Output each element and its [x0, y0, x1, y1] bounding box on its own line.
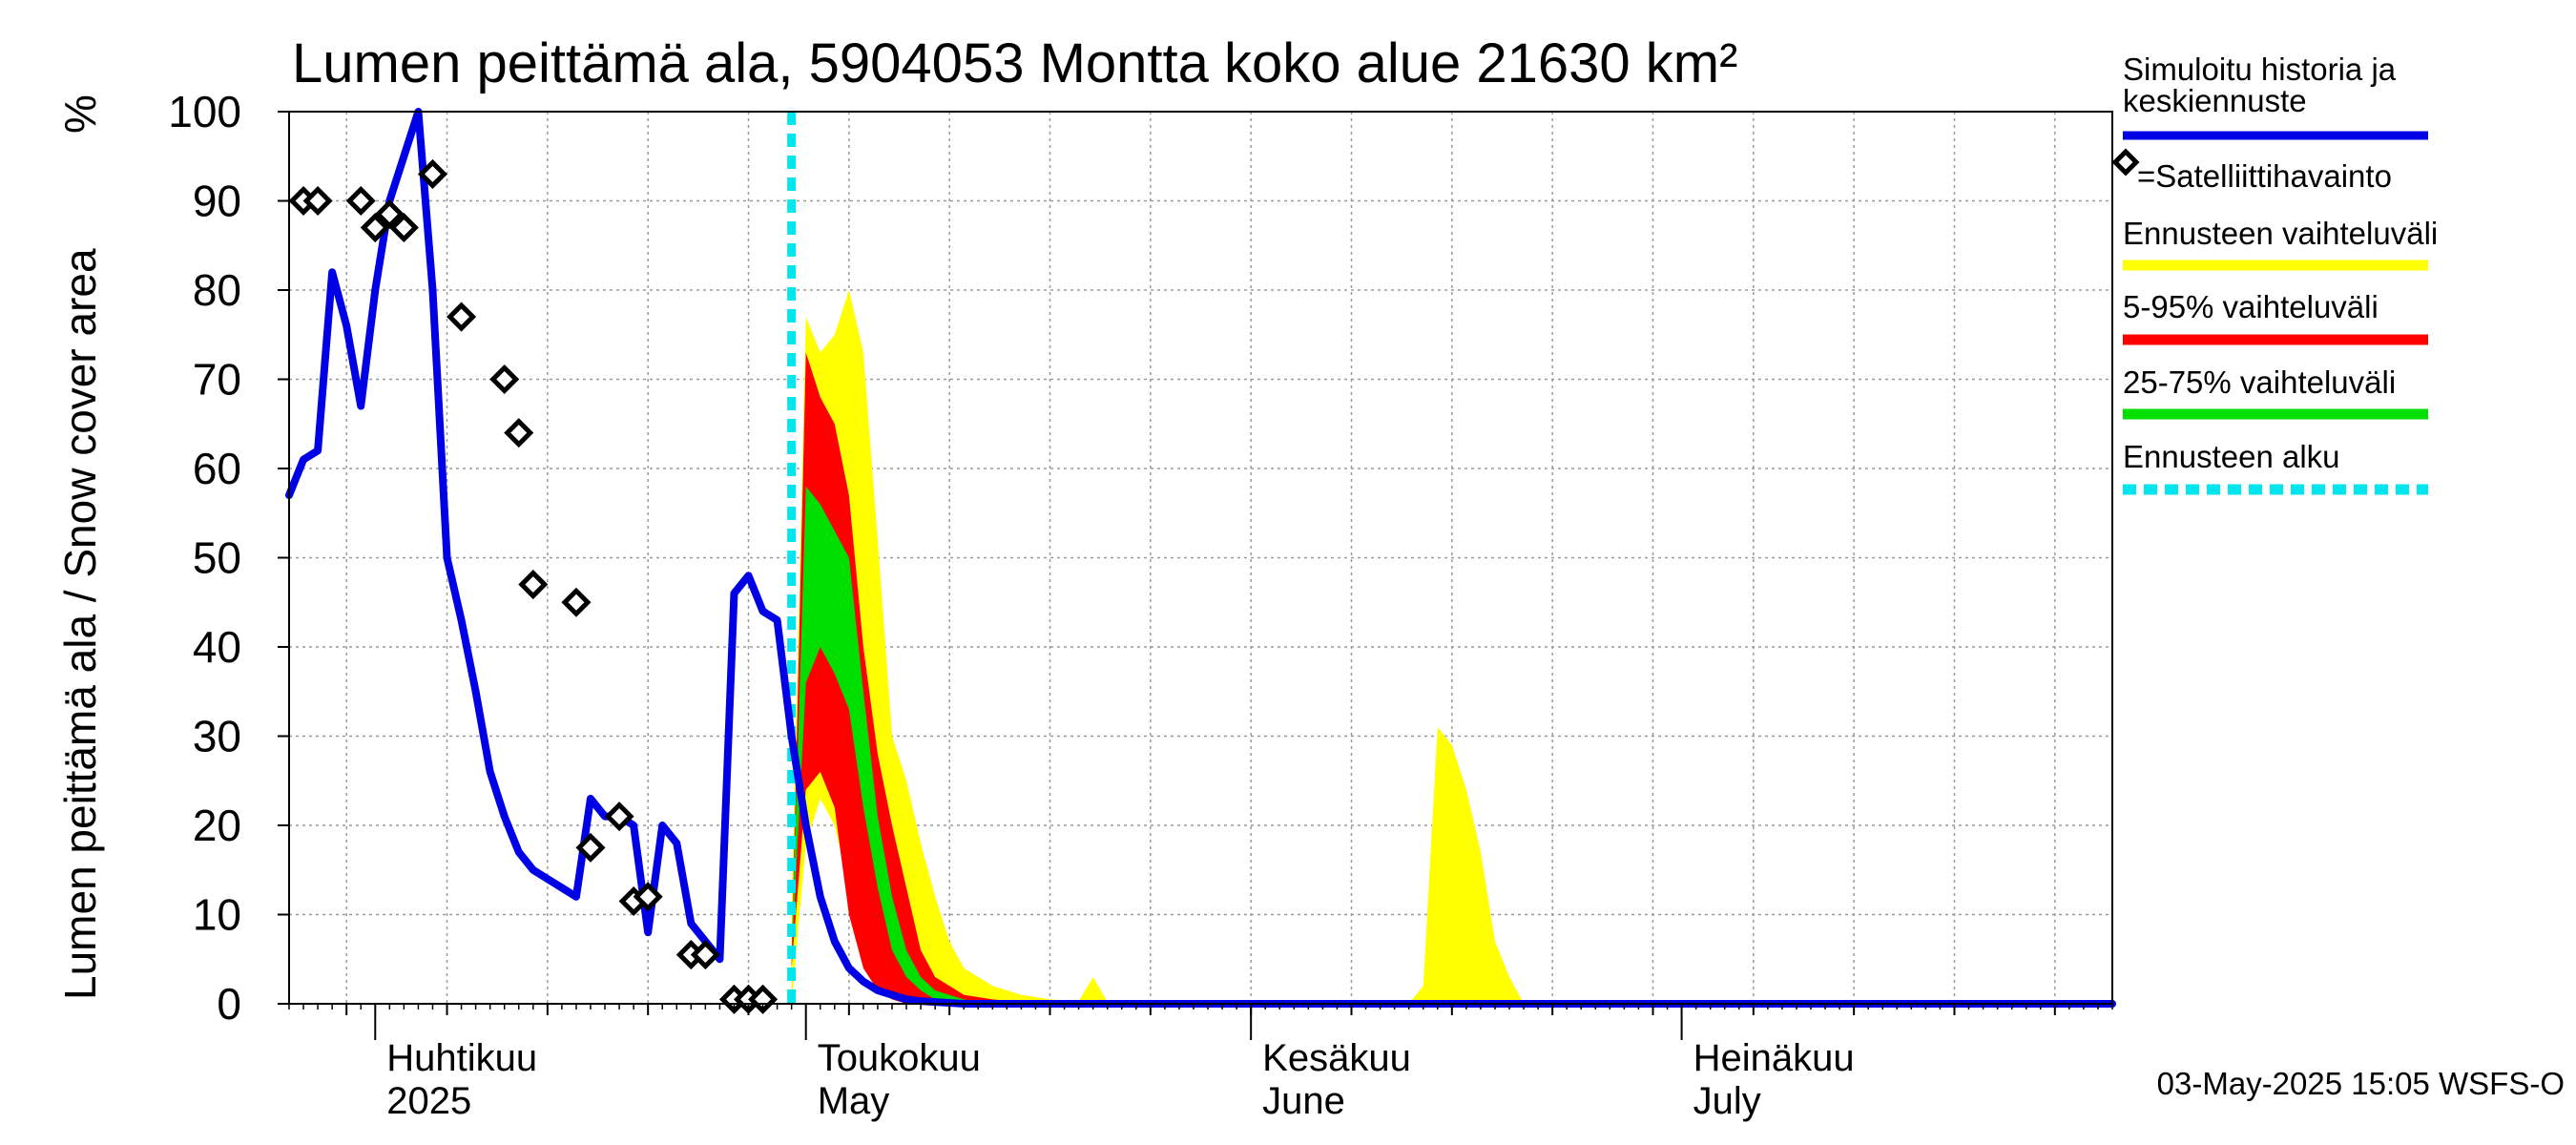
band-5-95-vaihteluv-li	[791, 352, 1050, 1004]
forecast-bands	[791, 290, 2112, 1004]
x-year-label: May	[818, 1080, 890, 1122]
observation-point	[345, 185, 376, 217]
x-month-label: Heinäkuu	[1693, 1037, 1855, 1079]
observation-point	[388, 213, 419, 243]
observation-point	[518, 570, 549, 600]
observation-point	[489, 364, 520, 395]
observation-point	[575, 832, 606, 863]
y-tick-label: 60	[193, 444, 241, 493]
y-tick-label: 20	[193, 801, 241, 850]
x-year-label: July	[1693, 1080, 1761, 1122]
y-tick-label: 0	[217, 979, 241, 1029]
observation-point	[690, 940, 720, 970]
footer-timestamp: 03-May-2025 15:05 WSFS-O	[2157, 1066, 2565, 1101]
legend-label: =Satelliittihavainto	[2137, 158, 2392, 194]
observation-point	[504, 418, 534, 448]
y-tick-label: 40	[193, 622, 241, 672]
grid	[289, 111, 2112, 1005]
legend-label: keskiennuste	[2123, 83, 2307, 118]
y-tick-label: 10	[193, 890, 241, 940]
legend-label: 25-75% vaihteluväli	[2123, 364, 2396, 400]
y-tick-label: 90	[193, 177, 241, 226]
observation-point	[604, 802, 634, 832]
y-tick-label: 100	[168, 87, 241, 136]
observation-point	[447, 302, 477, 332]
legend-label: Simuloitu historia ja	[2123, 52, 2397, 87]
legend-label: 5-95% vaihteluväli	[2123, 289, 2379, 324]
x-year-label: June	[1262, 1080, 1345, 1122]
y-tick-label: 30	[193, 712, 241, 761]
x-year-label: 2025	[386, 1080, 471, 1122]
observation-point	[748, 984, 779, 1014]
observation-point	[302, 185, 333, 217]
legend-label: Ennusteen alku	[2123, 439, 2340, 474]
satellite-observations	[288, 158, 779, 1014]
chart-title: Lumen peittämä ala, 5904053 Montta koko …	[292, 32, 1737, 94]
observation-point	[360, 213, 390, 243]
y-axis: 0 10 20 30 40 50 60 70 80 90 100	[168, 87, 289, 1029]
observation-point	[633, 882, 663, 912]
legend-marker	[2111, 148, 2140, 177]
observation-point	[561, 587, 592, 617]
observation-point	[374, 198, 405, 230]
y-tick-label: 50	[193, 533, 241, 583]
y-axis-unit: %	[55, 94, 105, 134]
band-ennusteen-vaihteluv-li	[791, 290, 2112, 1004]
y-axis-label: Lumen peittämä ala / Snow cover area	[55, 248, 105, 1000]
y-tick-label: 70	[193, 355, 241, 405]
x-month-label: Huhtikuu	[386, 1037, 537, 1079]
x-month-label: Toukokuu	[818, 1037, 981, 1079]
x-month-label: Kesäkuu	[1262, 1037, 1411, 1079]
band-25-75-vaihteluv-li	[791, 486, 993, 1004]
legend-label: Ennusteen vaihteluväli	[2123, 216, 2438, 251]
observation-point	[417, 158, 448, 189]
y-tick-label: 80	[193, 265, 241, 315]
